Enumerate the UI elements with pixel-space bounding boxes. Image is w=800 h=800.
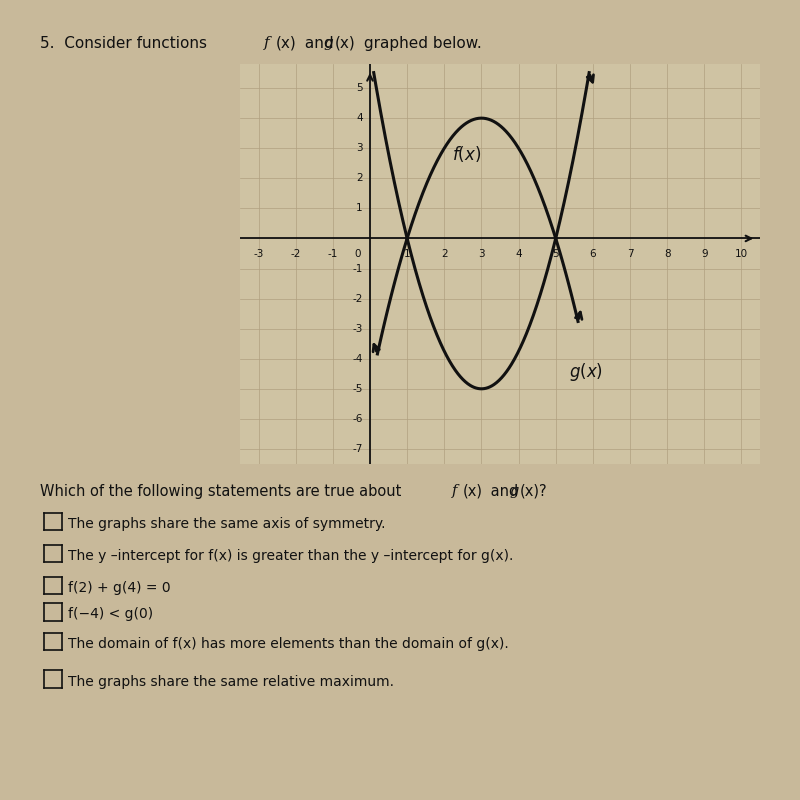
Text: 7: 7 xyxy=(626,249,634,259)
Text: 5: 5 xyxy=(356,83,362,93)
Text: -1: -1 xyxy=(352,263,362,274)
Text: and: and xyxy=(300,36,338,51)
Text: $g(x)$: $g(x)$ xyxy=(569,361,602,382)
Text: -2: -2 xyxy=(290,249,301,259)
Text: The y –intercept for f(x) is greater than the y –intercept for g(x).: The y –intercept for f(x) is greater tha… xyxy=(68,549,514,563)
Text: 4: 4 xyxy=(515,249,522,259)
Text: The domain of f(x) has more elements than the domain of g(x).: The domain of f(x) has more elements tha… xyxy=(68,637,509,651)
Text: -3: -3 xyxy=(352,324,362,334)
Text: 4: 4 xyxy=(356,113,362,123)
Text: The graphs share the same relative maximum.: The graphs share the same relative maxim… xyxy=(68,674,394,689)
Text: f(−4) < g(0): f(−4) < g(0) xyxy=(68,607,153,622)
Text: g: g xyxy=(323,36,333,50)
Text: $f(x)$: $f(x)$ xyxy=(452,144,481,164)
Text: and: and xyxy=(486,484,523,499)
Text: -7: -7 xyxy=(352,444,362,454)
Text: 3: 3 xyxy=(478,249,485,259)
Text: (x): (x) xyxy=(462,484,482,499)
Text: f: f xyxy=(264,36,270,50)
Text: g: g xyxy=(510,484,519,498)
Text: -1: -1 xyxy=(328,249,338,259)
Text: (x): (x) xyxy=(276,36,297,51)
Text: -3: -3 xyxy=(254,249,264,259)
Text: 8: 8 xyxy=(664,249,670,259)
Text: -6: -6 xyxy=(352,414,362,424)
Text: -5: -5 xyxy=(352,384,362,394)
Text: graphed below.: graphed below. xyxy=(359,36,482,51)
Text: 1: 1 xyxy=(404,249,410,259)
Text: 9: 9 xyxy=(701,249,707,259)
Text: (x)?: (x)? xyxy=(520,484,548,499)
Text: (x): (x) xyxy=(334,36,355,51)
Text: -2: -2 xyxy=(352,294,362,303)
Text: 3: 3 xyxy=(356,143,362,154)
Text: -4: -4 xyxy=(352,354,362,364)
Text: 0: 0 xyxy=(354,249,361,259)
Text: 1: 1 xyxy=(356,203,362,214)
Text: f: f xyxy=(452,484,458,498)
Text: 2: 2 xyxy=(356,174,362,183)
Text: 5.  Consider functions: 5. Consider functions xyxy=(40,36,212,51)
Text: 10: 10 xyxy=(735,249,748,259)
Text: 6: 6 xyxy=(590,249,596,259)
Text: 5: 5 xyxy=(553,249,559,259)
Text: The graphs share the same axis of symmetry.: The graphs share the same axis of symmet… xyxy=(68,517,386,531)
Text: 2: 2 xyxy=(441,249,447,259)
Text: Which of the following statements are true about: Which of the following statements are tr… xyxy=(40,484,406,499)
Text: f(2) + g(4) = 0: f(2) + g(4) = 0 xyxy=(68,581,170,595)
